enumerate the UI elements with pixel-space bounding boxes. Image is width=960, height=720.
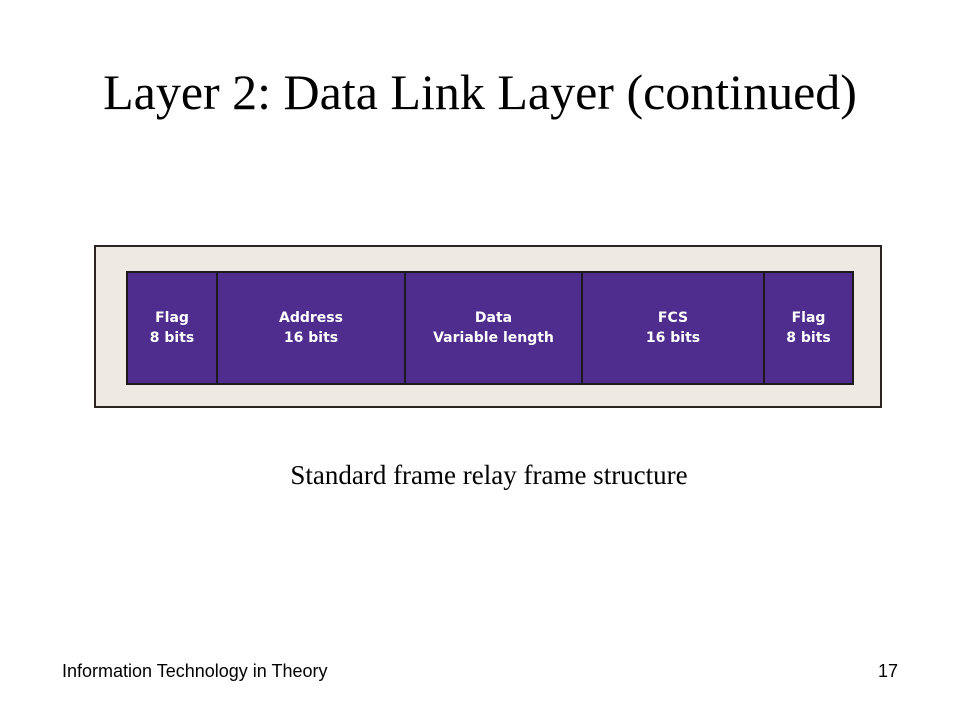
- frame-diagram: Flag 8 bits Address 16 bits Data Variabl…: [94, 245, 882, 408]
- footer-course-title: Information Technology in Theory: [62, 661, 328, 681]
- field-name: Data: [474, 310, 513, 326]
- field-size: 16 bits: [645, 330, 701, 346]
- footer-page-number: 17: [877, 661, 898, 681]
- field-name: FCS: [657, 310, 689, 326]
- field-size: 8 bits: [149, 330, 195, 346]
- field-size: Variable length: [433, 330, 554, 346]
- figure-caption: Standard frame relay frame structure: [290, 460, 688, 490]
- slide-title: Layer 2: Data Link Layer (continued): [103, 64, 857, 120]
- frame-structure: Flag 8 bits Address 16 bits Data Variabl…: [126, 271, 854, 385]
- frame-field-flag-start: Flag 8 bits: [128, 273, 218, 383]
- field-size: 8 bits: [786, 330, 831, 346]
- frame-field-fcs: FCS 16 bits: [583, 273, 765, 383]
- field-name: Flag: [791, 310, 826, 326]
- frame-field-address: Address 16 bits: [218, 273, 406, 383]
- field-size: 16 bits: [283, 330, 339, 346]
- frame-field-flag-end: Flag 8 bits: [765, 273, 852, 383]
- field-name: Flag: [155, 310, 189, 326]
- field-name: Address: [279, 310, 343, 326]
- frame-field-data: Data Variable length: [406, 273, 583, 383]
